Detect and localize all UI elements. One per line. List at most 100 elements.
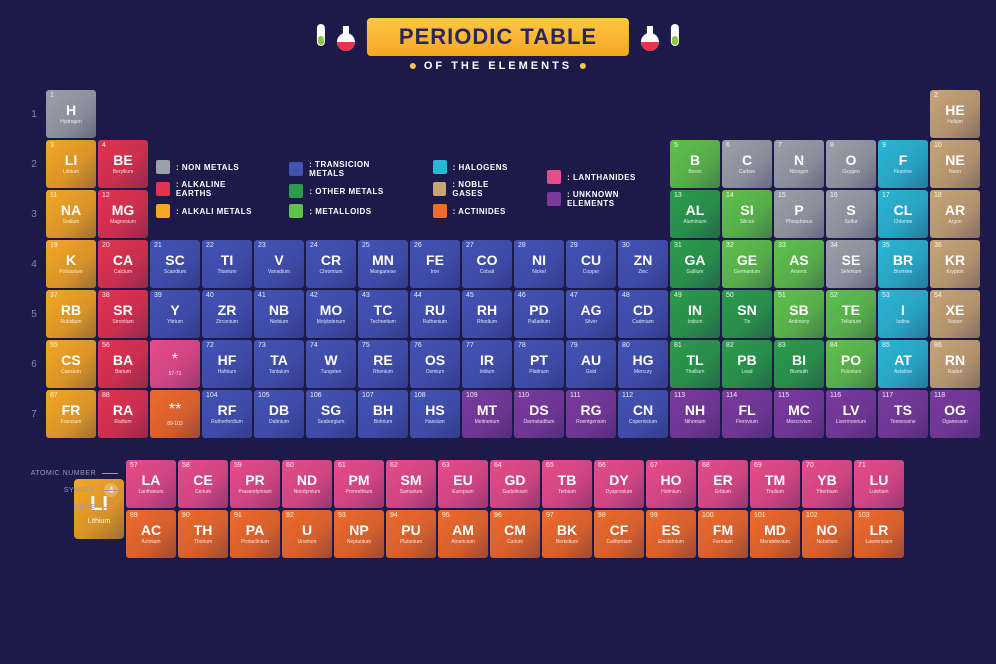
element-name: Lanthanum bbox=[138, 489, 163, 495]
element-name: Gold bbox=[586, 369, 597, 375]
atomic-number: 74 bbox=[310, 342, 318, 349]
atomic-number: 51 bbox=[778, 292, 786, 299]
element-cell: 8OOxygen bbox=[826, 140, 876, 188]
element-name: Europium bbox=[452, 489, 473, 495]
period-number: 7 bbox=[24, 390, 44, 438]
element-name: Oganesson bbox=[942, 419, 968, 425]
element-symbol: I bbox=[901, 303, 905, 317]
element-cell: 18ARArgon bbox=[930, 190, 980, 238]
element-symbol: AC bbox=[141, 523, 161, 537]
element-cell: 27COCobalt bbox=[462, 240, 512, 288]
element-symbol: SE bbox=[842, 253, 861, 267]
element-name: Antimony bbox=[789, 319, 810, 325]
legend-item: : OTHER METALS bbox=[289, 184, 406, 198]
element-name: Mendelevium bbox=[760, 539, 790, 545]
atomic-number: 117 bbox=[882, 392, 893, 399]
atomic-number: 101 bbox=[754, 512, 766, 519]
element-symbol: CD bbox=[633, 303, 653, 317]
legend-label: : HALOGENS bbox=[453, 163, 508, 172]
atomic-number: 4 bbox=[102, 142, 106, 149]
element-name: Erbium bbox=[715, 489, 731, 495]
atomic-number: 13 bbox=[674, 192, 682, 199]
element-name: Bismuth bbox=[790, 369, 808, 375]
element-name: Bohrium bbox=[374, 419, 393, 425]
legend-item: : LANTHANIDES bbox=[547, 170, 668, 184]
element-cell: 62SMSamarium bbox=[386, 460, 436, 508]
atomic-number: 78 bbox=[518, 342, 526, 349]
legend-item: : TRANSICION METALS bbox=[289, 160, 406, 178]
element-name: Einsteinium bbox=[658, 539, 684, 545]
legend-item: : ALKALI METALS bbox=[156, 204, 263, 218]
atomic-number: 48 bbox=[622, 292, 630, 299]
element-symbol: NE bbox=[945, 153, 964, 167]
element-name: Niobium bbox=[270, 319, 288, 325]
element-cell: 25MNManganese bbox=[358, 240, 408, 288]
atomic-number: 26 bbox=[414, 242, 422, 249]
atomic-number: 54 bbox=[934, 292, 942, 299]
element-cell: 59PRPraseodymium bbox=[230, 460, 280, 508]
element-name: Americium bbox=[451, 539, 475, 545]
element-symbol: IR bbox=[480, 353, 494, 367]
atomic-number: 102 bbox=[806, 512, 818, 519]
element-symbol: HS bbox=[425, 403, 444, 417]
element-cell: 102NONobelium bbox=[802, 510, 852, 558]
element-symbol: PT bbox=[530, 353, 548, 367]
element-symbol: NO bbox=[817, 523, 838, 537]
element-symbol: HG bbox=[633, 353, 654, 367]
element-symbol: RA bbox=[113, 403, 133, 417]
atomic-number: 50 bbox=[726, 292, 734, 299]
atomic-number: 76 bbox=[414, 342, 422, 349]
element-name: Phosphorus bbox=[786, 219, 813, 225]
atomic-number: 42 bbox=[310, 292, 318, 299]
element-symbol: SB bbox=[789, 303, 808, 317]
atomic-number: 15 bbox=[778, 192, 786, 199]
element-cell: 15PPhosphorus bbox=[774, 190, 824, 238]
element-symbol: K bbox=[66, 253, 76, 267]
element-symbol: SI bbox=[740, 203, 753, 217]
element-name: Tungsten bbox=[321, 369, 342, 375]
element-symbol: NH bbox=[685, 403, 705, 417]
element-symbol: TA bbox=[270, 353, 288, 367]
legend-label: : METALLOIDS bbox=[309, 207, 371, 216]
round-flask-icon bbox=[637, 22, 663, 52]
atomic-number: 32 bbox=[726, 242, 734, 249]
element-cell: 44RURuthenium bbox=[410, 290, 460, 338]
element-cell: 114FLFlerovium bbox=[722, 390, 772, 438]
element-name: Dubnium bbox=[269, 419, 289, 425]
element-symbol: AS bbox=[789, 253, 808, 267]
legend-swatch bbox=[156, 182, 170, 196]
element-cell: 17CLChlorine bbox=[878, 190, 928, 238]
element-cell: 2HEHelium bbox=[930, 90, 980, 138]
element-name: Iridium bbox=[479, 369, 494, 375]
element-symbol: CU bbox=[581, 253, 601, 267]
element-name: Manganese bbox=[370, 269, 396, 275]
element-cell: 35BRBromine bbox=[878, 240, 928, 288]
element-symbol: LA bbox=[142, 473, 161, 487]
atomic-number: 11 bbox=[50, 192, 57, 199]
element-symbol: MN bbox=[372, 253, 394, 267]
legend-label: : TRANSICION METALS bbox=[309, 160, 406, 178]
element-name: Potassium bbox=[59, 269, 82, 275]
element-cell: 97BKBerkelium bbox=[542, 510, 592, 558]
atomic-number: 20 bbox=[102, 242, 110, 249]
atomic-number: 41 bbox=[258, 292, 266, 299]
atomic-number: 96 bbox=[494, 512, 502, 519]
element-symbol: RG bbox=[581, 403, 602, 417]
element-name: Rutherfordium bbox=[211, 419, 243, 425]
element-name: Holmium bbox=[661, 489, 681, 495]
legend: : NON METALS: ALKALINE EARTHS: ALKALI ME… bbox=[150, 140, 668, 238]
atomic-number: 7 bbox=[778, 142, 782, 149]
element-name: Chlorine bbox=[894, 219, 913, 225]
element-symbol: NP bbox=[349, 523, 368, 537]
element-symbol: FM bbox=[713, 523, 733, 537]
atomic-number: 113 bbox=[674, 392, 685, 399]
atomic-number: 71 bbox=[858, 462, 866, 469]
element-name: Neodymium bbox=[294, 489, 321, 495]
legend-item: : NOBLE GASES bbox=[433, 180, 522, 198]
atomic-number: 87 bbox=[50, 392, 58, 399]
element-cell: 98CFCalifornium bbox=[594, 510, 644, 558]
element-symbol: CS bbox=[61, 353, 80, 367]
element-cell: 20CACalcium bbox=[98, 240, 148, 288]
element-name: Platinum bbox=[529, 369, 548, 375]
element-cell: 88RARadium bbox=[98, 390, 148, 438]
